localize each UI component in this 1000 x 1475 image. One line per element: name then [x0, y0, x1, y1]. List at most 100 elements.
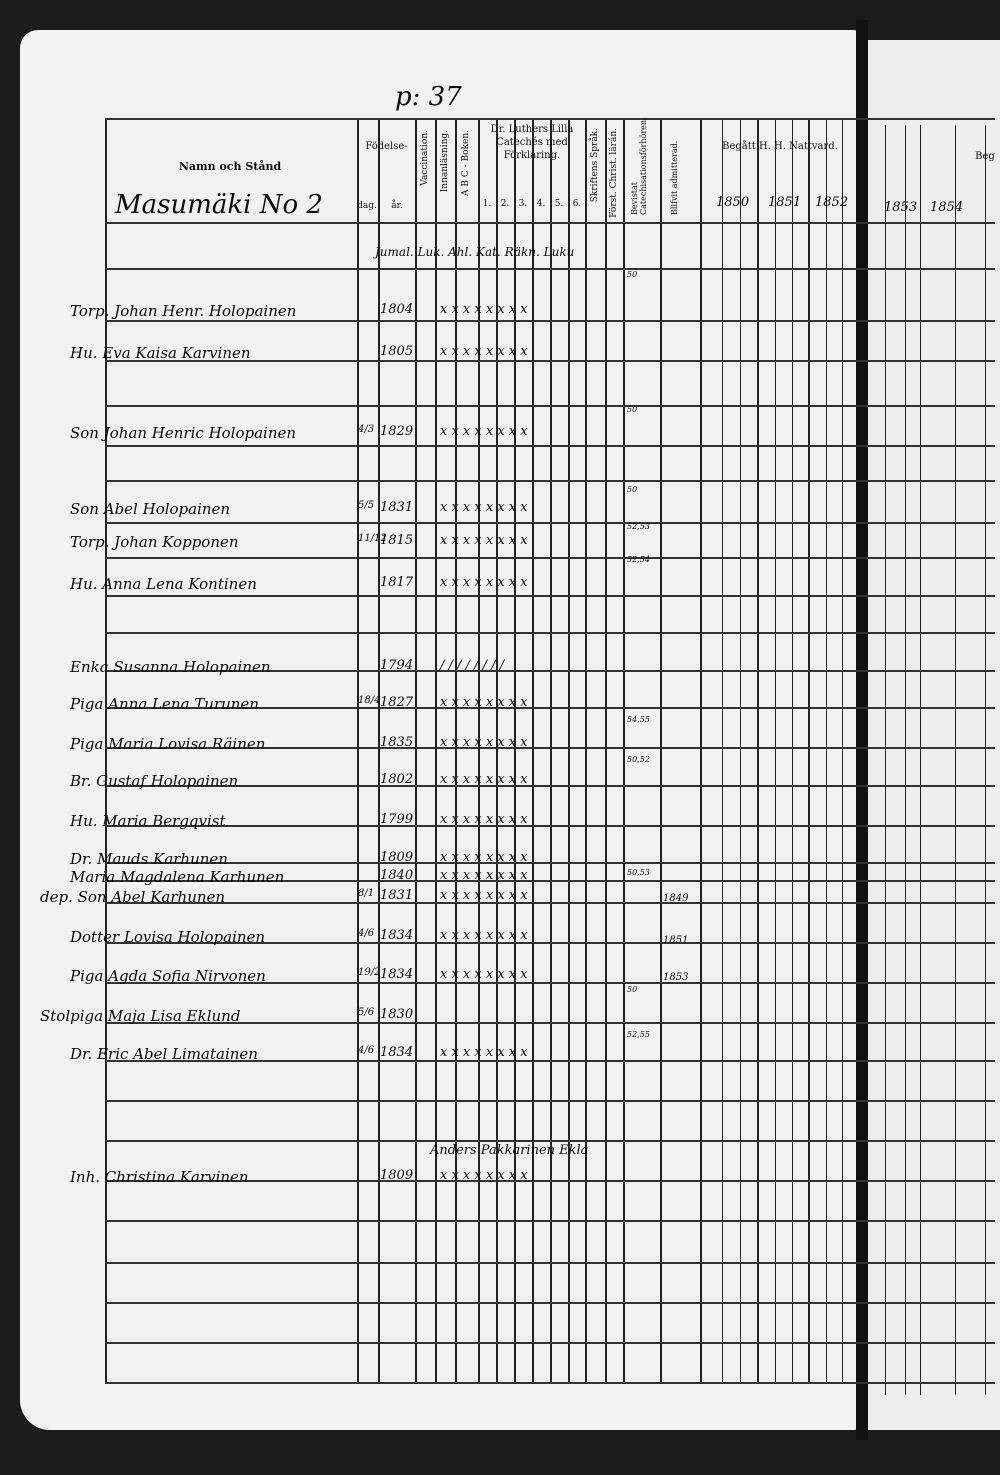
- birth-year: 1809: [380, 850, 414, 865]
- catechism-marks: x x x x x x x x: [440, 735, 528, 750]
- birth-day: 5/6: [358, 1007, 375, 1018]
- person-name: Inh. Christina Karvinen: [70, 1168, 249, 1186]
- column-rule: [740, 118, 741, 1383]
- row-rule: [105, 1060, 995, 1062]
- header-innanlasning: Innanläsning.: [440, 130, 450, 193]
- farm-title: Masumäki No 2: [115, 190, 323, 220]
- catechism-marks: x x x x x x x x: [440, 500, 528, 515]
- column-rule: [455, 118, 457, 1383]
- birth-day: 11/12: [358, 533, 387, 544]
- birth-year: 1805: [380, 344, 414, 359]
- person-name: Son Abel Holopainen: [70, 500, 231, 518]
- bevistat-note: 50: [627, 405, 638, 414]
- admitted-year: 1851: [663, 935, 689, 946]
- row-rule: [105, 825, 995, 827]
- column-rule: [435, 118, 437, 1383]
- header-name: Namn och Stånd: [178, 160, 282, 173]
- bevistat-note: 50,52: [627, 755, 650, 764]
- catechism-marks: x x x x x x x x: [440, 868, 528, 883]
- catechism-marks: x x x x x x x x: [440, 1045, 528, 1060]
- person-name: Hu. Maria Bergqvist: [70, 812, 226, 830]
- year-1852: 1852: [815, 195, 849, 210]
- birth-day: 4/6: [358, 928, 375, 939]
- catechism-marks: x x x x x x x x: [440, 928, 528, 943]
- person-name: Hu. Eva Kaisa Karvinen: [70, 344, 251, 362]
- column-rule: [478, 118, 480, 1383]
- row-rule: [105, 785, 995, 787]
- birth-year: 1835: [380, 735, 414, 750]
- person-name: Piga Anna Lena Turunen: [70, 695, 259, 713]
- column-rule: [378, 118, 380, 1383]
- column-rule: [496, 118, 498, 1383]
- column-rule: [808, 118, 810, 1383]
- row-rule: [105, 1342, 995, 1344]
- row-rule: [105, 522, 995, 524]
- header-blifvit: Blifvit admitterad.: [670, 140, 679, 215]
- birth-year: 1794: [380, 658, 414, 673]
- bevistat-note: 50: [627, 485, 638, 494]
- bevistat-note: 52,53: [627, 522, 650, 531]
- catechism-marks: x x x x x x x x: [440, 772, 528, 787]
- catechism-marks: x x x x x x x x: [440, 850, 528, 865]
- row-rule: [105, 1140, 995, 1142]
- birth-year: 1840: [380, 868, 414, 883]
- header-birth-day: dag.: [357, 201, 377, 211]
- person-name: Dotter Lovisa Holopainen: [70, 928, 266, 946]
- header-vaccination: Vaccination.: [420, 130, 430, 186]
- catechism-marks: x x x x x x x x: [440, 533, 528, 548]
- bevistat-note: 50: [627, 985, 638, 994]
- bevistat-note: 54,55: [627, 715, 650, 724]
- birth-year: 1804: [380, 302, 414, 317]
- bevistat-note: 50: [627, 270, 638, 279]
- row-rule: [105, 1022, 995, 1024]
- person-name: Torp. Johan Kopponen: [70, 533, 239, 551]
- birth-day: 19/2: [358, 967, 381, 978]
- right-page: [862, 40, 1000, 1430]
- row-rule: [105, 982, 995, 984]
- column-rule: [550, 118, 552, 1383]
- person-name: Dr. Mauds Karhunen: [70, 850, 228, 868]
- catechism-marks: x x x x x x x x: [440, 302, 528, 317]
- column-rule: [105, 118, 107, 1383]
- admitted-year: 1853: [663, 972, 689, 983]
- row-rule: [105, 320, 995, 322]
- row-rule: [105, 268, 995, 270]
- column-rule: [514, 118, 516, 1383]
- birth-year: 1829: [380, 424, 414, 439]
- row-rule: [105, 360, 995, 362]
- row-rule: [105, 595, 995, 597]
- column-rule: [623, 118, 625, 1383]
- birth-day: 4/3: [358, 424, 375, 435]
- birth-year: 1799: [380, 812, 414, 827]
- row-rule: [105, 707, 995, 709]
- row-rule: [105, 1382, 995, 1384]
- luther-col-2: 2.: [500, 199, 510, 209]
- bevistat-note: 52,54: [627, 555, 650, 564]
- catechism-marks: x x x x x x x x: [440, 967, 528, 982]
- header-begatt: Begått H. H. Nattvard.: [722, 141, 838, 152]
- row-rule: [105, 405, 995, 407]
- catechism-marks: x x x x x x x x: [440, 888, 528, 903]
- person-name: Stolpiga Maja Lisa Eklund: [40, 1007, 241, 1025]
- birth-year: 1831: [380, 500, 414, 515]
- header-birth-year: år.: [391, 201, 403, 211]
- birth-day: 5/5: [358, 500, 375, 511]
- person-name: Piga Agda Sofia Nirvonen: [70, 967, 266, 985]
- row-rule: [105, 862, 995, 864]
- bevistat-note: 50,53: [627, 868, 650, 877]
- row-rule: [105, 557, 995, 559]
- column-rule: [842, 118, 843, 1383]
- year-1853: 1853: [884, 200, 918, 215]
- row-rule: [105, 902, 995, 904]
- person-name: Son Johan Henric Holopainen: [70, 424, 297, 442]
- column-rule: [985, 125, 986, 1395]
- catechism-marks: x x x x x x x x: [440, 1168, 528, 1183]
- column-rule: [826, 118, 827, 1383]
- row-rule: [105, 222, 995, 224]
- header-birth: Födelse-: [365, 141, 408, 152]
- column-rule: [775, 118, 776, 1383]
- person-name: Torp. Johan Henr. Holopainen: [70, 302, 297, 320]
- column-rule: [792, 118, 793, 1383]
- row-rule: [105, 880, 995, 882]
- row-rule: [105, 1262, 995, 1264]
